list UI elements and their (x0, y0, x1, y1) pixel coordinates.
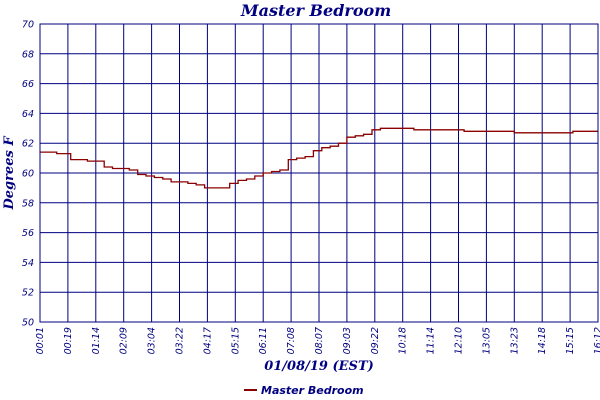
x-tick-label: 10:18 (398, 327, 409, 354)
plot-frame (39, 23, 599, 323)
y-tick-label: 52 (22, 288, 34, 299)
legend: Master Bedroom (244, 384, 364, 397)
x-tick-label: 16:12 (593, 327, 600, 354)
x-tick-label: 08:07 (314, 327, 325, 354)
y-tick-label: 56 (22, 228, 34, 239)
x-tick-label: 01:14 (91, 327, 102, 354)
x-tick-label: 00:19 (63, 327, 74, 354)
x-axis-label: 01/08/19 (EST) (264, 359, 374, 374)
grid (39, 23, 599, 323)
plot-series (40, 127, 598, 189)
x-tick-label: 04:17 (202, 327, 213, 354)
y-tick-labels: 50 52 54 56 58 60 62 64 66 68 70 (22, 20, 34, 329)
y-tick-label: 60 (22, 169, 34, 180)
x-tick-label: 06:11 (258, 327, 269, 354)
x-tick-label: 13:05 (481, 327, 492, 354)
y-tick-label: 50 (22, 318, 34, 329)
x-tick-label: 03:04 (147, 327, 158, 354)
x-tick-label: 05:15 (230, 327, 241, 354)
y-tick-label: 58 (22, 198, 34, 209)
x-tick-label: 02:09 (119, 327, 130, 354)
series-line (40, 127, 598, 189)
y-tick-label: 68 (22, 49, 34, 60)
y-tick-label: 62 (22, 139, 34, 150)
y-tick-label: 54 (22, 258, 34, 269)
x-tick-label: 12:10 (454, 327, 465, 354)
x-tick-label: 13:23 (509, 327, 520, 354)
chart-title: Master Bedroom (240, 1, 391, 20)
x-tick-label: 03:22 (175, 327, 186, 354)
x-tick-label: 00:01 (35, 327, 46, 354)
x-tick-label: 09:22 (370, 327, 381, 354)
x-tick-labels: 00:01 00:19 01:14 02:09 03:04 03:22 04:17 05:15… (35, 327, 600, 354)
x-tick-label: 15:15 (565, 327, 576, 354)
legend-label: Master Bedroom (261, 384, 364, 397)
y-tick-label: 70 (22, 20, 34, 31)
y-tick-label: 64 (22, 109, 34, 120)
x-tick-label: 14:18 (537, 327, 548, 354)
x-tick-label: 09:03 (342, 327, 353, 354)
x-tick-label: 11:14 (426, 327, 437, 354)
y-tick-label: 66 (22, 79, 34, 90)
x-tick-label: 07:08 (286, 327, 297, 354)
y-axis-label: Degrees F (2, 136, 17, 211)
